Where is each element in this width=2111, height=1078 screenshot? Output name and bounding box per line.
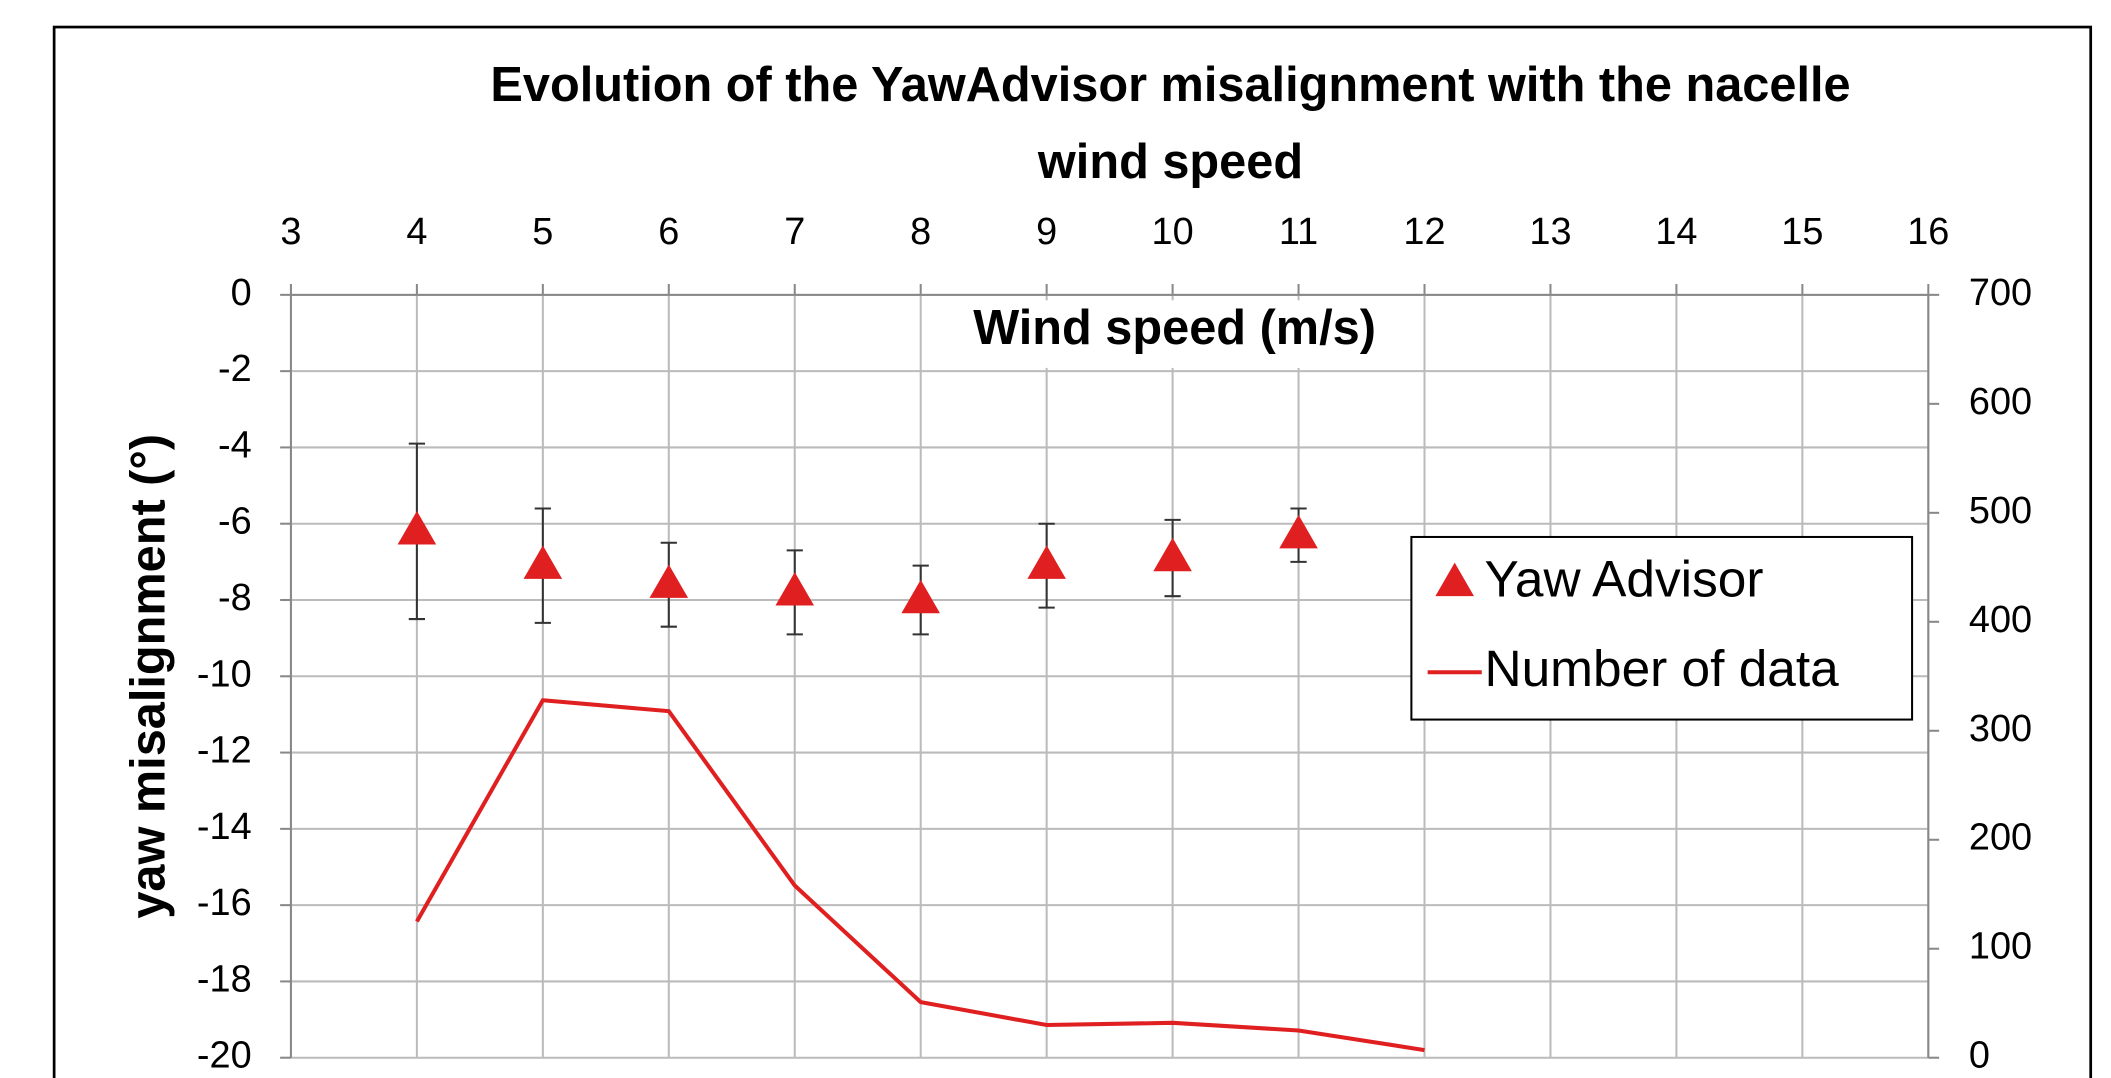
y2-tick-label: 400	[1969, 599, 2032, 641]
y2-tick-label: 100	[1969, 926, 2032, 968]
x-tick-label: 5	[532, 211, 553, 253]
y-tick-label: -12	[197, 730, 252, 772]
data-line	[415, 698, 1425, 1053]
marks	[397, 442, 1425, 1053]
x-tick-label: 3	[280, 211, 301, 253]
x-tick-label: 14	[1655, 211, 1697, 253]
y-tick-label: -14	[197, 806, 252, 848]
y2-tick-label: 700	[1969, 272, 2032, 314]
x-tick-label: 13	[1529, 211, 1571, 253]
y-tick-label: -2	[218, 348, 252, 390]
x-tick-label: 15	[1781, 211, 1823, 253]
point	[1153, 537, 1192, 572]
y2-tick-label: 300	[1969, 708, 2032, 750]
point	[649, 564, 689, 598]
y-tick-label: -8	[218, 577, 252, 619]
x-tick-label: 6	[658, 211, 679, 253]
y2-tick-label: 200	[1969, 817, 2032, 859]
point	[397, 511, 437, 545]
legend-label: Yaw Advisor	[1484, 550, 1763, 608]
x-tick-label: 10	[1152, 211, 1194, 253]
chart-title: Evolution of the YawAdvisor misalignment…	[490, 58, 1850, 189]
chart-border	[52, 25, 2093, 1078]
y-tick-label: -10	[197, 653, 252, 695]
legend-marker	[1435, 562, 1474, 597]
x-tick-label: 16	[1907, 211, 1949, 253]
point	[1279, 514, 1318, 549]
x-tick-label: 7	[784, 211, 805, 253]
y-tick-label: -4	[218, 424, 252, 466]
grid	[280, 284, 1940, 1059]
point	[901, 579, 940, 614]
y-tick-label: -18	[197, 958, 252, 1000]
x-tick-label: 8	[910, 211, 931, 253]
title-line: wind speed	[1037, 135, 1303, 189]
x-axis-label: Wind speed (m/s)	[973, 301, 1376, 355]
x-tick-label: 12	[1403, 211, 1445, 253]
y-axis-label: yaw misalignment (°)	[121, 434, 175, 919]
y-tick-label: -16	[197, 882, 252, 924]
y-tick-label: 0	[231, 272, 252, 314]
x-tick-label: 9	[1036, 211, 1057, 253]
legend-label: Number of data	[1484, 639, 1839, 697]
x-tick-label: 4	[406, 211, 427, 253]
legend-box	[1410, 535, 1914, 721]
y2-tick-label: 600	[1969, 381, 2032, 423]
title-line: Evolution of the YawAdvisor misalignment…	[490, 58, 1850, 112]
x-label-bg	[931, 300, 1416, 368]
y-tick-label: -6	[218, 501, 252, 543]
y-tick-label: -20	[197, 1035, 252, 1077]
y2-tick-label: 0	[1969, 1035, 1990, 1077]
x-tick-label: 11	[1279, 211, 1318, 253]
point	[1027, 545, 1066, 579]
point	[775, 572, 815, 606]
y2-tick-label: 500	[1969, 490, 2032, 532]
point	[523, 545, 563, 579]
